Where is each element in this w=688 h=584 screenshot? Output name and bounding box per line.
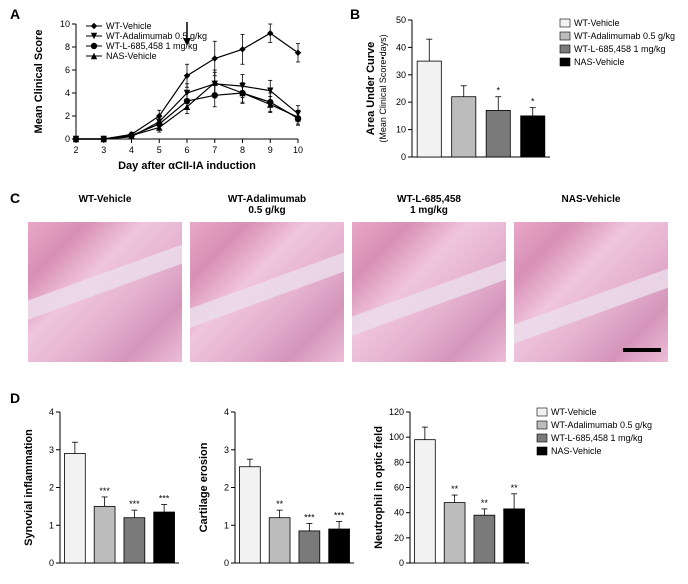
svg-text:**: ** — [511, 483, 519, 493]
panel-a-chart: 02468102345678910Mean Clinical ScoreDay … — [28, 10, 308, 175]
svg-text:50: 50 — [396, 15, 406, 25]
svg-text:***: *** — [159, 493, 170, 503]
svg-text:*: * — [268, 99, 272, 109]
histology-title: WT-L-685,4581 mg/kg — [352, 194, 506, 216]
histology-image — [514, 222, 668, 362]
svg-text:120: 120 — [389, 407, 404, 417]
svg-text:5: 5 — [157, 145, 162, 155]
svg-text:60: 60 — [394, 483, 404, 493]
svg-text:4: 4 — [49, 407, 54, 417]
svg-text:0: 0 — [399, 558, 404, 568]
svg-text:*: * — [531, 97, 535, 107]
svg-text:WT-L-685,458 1 mg/kg: WT-L-685,458 1 mg/kg — [106, 41, 198, 51]
svg-text:2: 2 — [73, 145, 78, 155]
svg-text:3: 3 — [49, 445, 54, 455]
svg-text:WT-Adalimumab 0.5 g/kg: WT-Adalimumab 0.5 g/kg — [106, 31, 207, 41]
histology-image — [190, 222, 344, 362]
histology-image — [28, 222, 182, 362]
svg-text:30: 30 — [396, 70, 406, 80]
svg-text:**: ** — [451, 484, 459, 494]
svg-text:0: 0 — [65, 134, 70, 144]
svg-text:NAS-Vehicle: NAS-Vehicle — [106, 51, 157, 61]
svg-text:Area Under Curve: Area Under Curve — [365, 42, 377, 136]
svg-text:**: ** — [481, 498, 489, 508]
svg-text:Day after αCII-IA induction: Day after αCII-IA induction — [118, 160, 256, 172]
svg-text:2: 2 — [49, 483, 54, 493]
svg-text:***: *** — [334, 510, 345, 520]
svg-text:6: 6 — [184, 145, 189, 155]
svg-text:0: 0 — [49, 558, 54, 568]
svg-text:4: 4 — [65, 88, 70, 98]
panel-d-legend: WT-Vehicle WT-Adalimumab 0.5 g/kg WT-L-685… — [535, 405, 685, 475]
svg-text:1: 1 — [224, 520, 229, 530]
svg-text:WT-Vehicle: WT-Vehicle — [106, 21, 152, 31]
panel-d-chart-1: 0 1 2 3 4 Synovial inflammation *** *** *** — [20, 400, 185, 575]
svg-text:40: 40 — [396, 42, 406, 52]
svg-text:8: 8 — [65, 42, 70, 52]
svg-text:1: 1 — [49, 520, 54, 530]
svg-text:Synovial inflammation: Synovial inflammation — [23, 429, 35, 546]
panel-b-label: B — [350, 6, 360, 22]
svg-text:NAS-Vehicle: NAS-Vehicle — [551, 446, 602, 456]
panel-d-chart-3: 0 20 40 60 80 100 120 Neutrophil in optic field… — [370, 400, 535, 575]
panel-d-chart-2: 01234Cartilage erosion******** — [195, 400, 360, 575]
svg-text:20: 20 — [394, 533, 404, 543]
panel-b-chart: 0 10 20 30 40 50 Area Under Curve(Mean Clinica… — [360, 10, 680, 175]
svg-text:9: 9 — [268, 145, 273, 155]
svg-text:WT-Adalimumab 0.5 g/kg: WT-Adalimumab 0.5 g/kg — [574, 31, 675, 41]
svg-text:2: 2 — [65, 111, 70, 121]
histology-title: NAS-Vehicle — [514, 194, 668, 205]
svg-text:0: 0 — [401, 152, 406, 162]
svg-text:WT-Vehicle: WT-Vehicle — [551, 407, 597, 417]
histology-title: WT-Vehicle — [28, 194, 182, 205]
svg-text:10: 10 — [60, 19, 70, 29]
svg-text:Cartilage erosion: Cartilage erosion — [198, 442, 210, 532]
svg-text:***: *** — [304, 512, 315, 522]
svg-text:WT-L-685,458 1 mg/kg: WT-L-685,458 1 mg/kg — [551, 433, 643, 443]
svg-text:10: 10 — [293, 145, 303, 155]
svg-text:*: * — [496, 86, 500, 96]
svg-text:**: ** — [276, 499, 284, 509]
svg-text:10: 10 — [396, 125, 406, 135]
svg-text:20: 20 — [396, 97, 406, 107]
panel-d-label: D — [10, 390, 20, 406]
scale-bar — [623, 348, 661, 352]
histology-title: WT-Adalimumab0.5 g/kg — [190, 194, 344, 216]
svg-text:Mean Clinical Score: Mean Clinical Score — [33, 30, 45, 134]
svg-text:WT-Adalimumab 0.5 g/kg: WT-Adalimumab 0.5 g/kg — [551, 420, 652, 430]
svg-text:3: 3 — [224, 445, 229, 455]
svg-text:Neutrophil in optic field: Neutrophil in optic field — [373, 426, 385, 549]
svg-text:4: 4 — [129, 145, 134, 155]
svg-text:NAS-Vehicle: NAS-Vehicle — [574, 57, 625, 67]
svg-text:7: 7 — [212, 145, 217, 155]
svg-text:3: 3 — [101, 145, 106, 155]
panel-a-label: A — [10, 6, 20, 22]
svg-text:80: 80 — [394, 457, 404, 467]
svg-text:40: 40 — [394, 508, 404, 518]
svg-text:***: *** — [99, 486, 110, 496]
svg-text:6: 6 — [65, 65, 70, 75]
svg-text:**: ** — [294, 117, 302, 127]
svg-text:WT-Vehicle: WT-Vehicle — [574, 18, 620, 28]
svg-text:4: 4 — [224, 407, 229, 417]
svg-text:0: 0 — [224, 558, 229, 568]
svg-text:(Mean Clinical Score•days): (Mean Clinical Score•days) — [378, 34, 388, 142]
svg-text:***: *** — [129, 499, 140, 509]
panel-c-label: C — [10, 190, 20, 206]
svg-text:8: 8 — [240, 145, 245, 155]
svg-text:2: 2 — [224, 483, 229, 493]
svg-text:WT-L-685,458 1 mg/kg: WT-L-685,458 1 mg/kg — [574, 44, 666, 54]
histology-image — [352, 222, 506, 362]
svg-text:100: 100 — [389, 432, 404, 442]
